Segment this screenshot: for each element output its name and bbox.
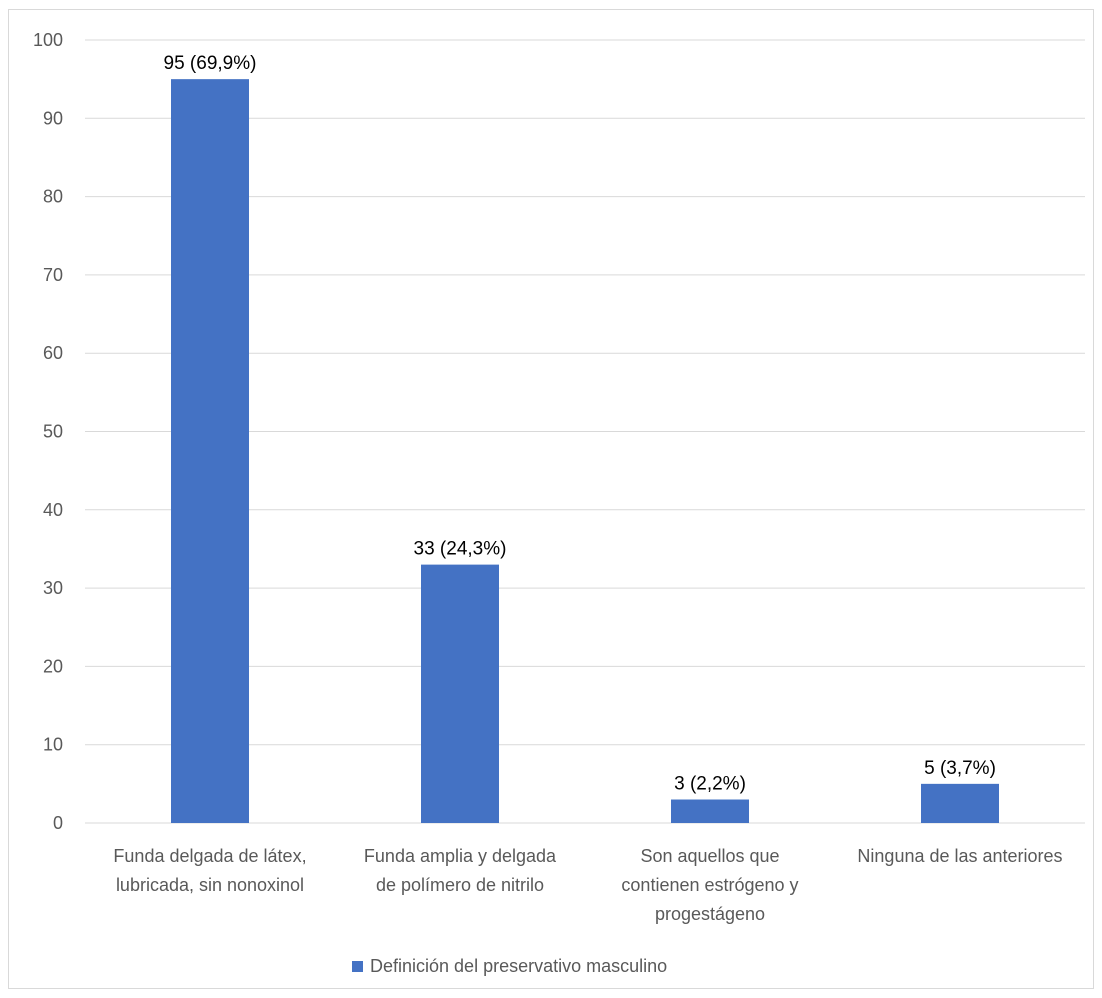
- category-label: Funda amplia y delgada: [364, 846, 557, 866]
- category-label: Funda delgada de látex,: [113, 846, 306, 866]
- category-label: lubricada, sin nonoxinol: [116, 875, 304, 895]
- y-tick-label: 10: [43, 735, 63, 755]
- data-label: 95 (69,9%): [164, 53, 257, 74]
- y-tick-label: 50: [43, 422, 63, 442]
- data-label: 5 (3,7%): [924, 758, 996, 779]
- y-tick-label: 40: [43, 500, 63, 520]
- y-tick-label: 0: [53, 813, 63, 833]
- category-label: de polímero de nitrilo: [376, 875, 544, 895]
- data-label: 33 (24,3%): [414, 539, 507, 560]
- bar: [671, 799, 749, 823]
- y-tick-label: 100: [33, 30, 63, 50]
- data-label: 3 (2,2%): [674, 774, 746, 795]
- bar: [921, 783, 999, 823]
- y-tick-label: 30: [43, 578, 63, 598]
- legend-label: Definición del preservativo masculino: [370, 956, 667, 976]
- category-label: Ninguna de las anteriores: [857, 846, 1062, 866]
- y-tick-label: 60: [43, 343, 63, 363]
- y-tick-label: 20: [43, 656, 63, 676]
- legend-swatch: [352, 961, 363, 972]
- category-label: progestágeno: [655, 904, 765, 924]
- y-tick-label: 70: [43, 265, 63, 285]
- y-tick-label: 80: [43, 187, 63, 207]
- bar: [171, 79, 249, 823]
- y-tick-label: 90: [43, 108, 63, 128]
- bar: [421, 564, 499, 823]
- category-label: contienen estrógeno y: [621, 875, 798, 895]
- category-label: Son aquellos que: [640, 846, 779, 866]
